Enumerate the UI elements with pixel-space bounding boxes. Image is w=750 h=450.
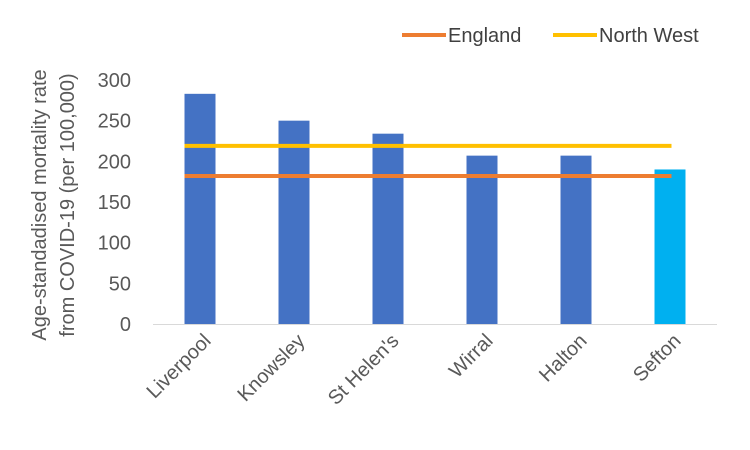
legend-label: North West — [599, 25, 699, 47]
bar-halton — [560, 155, 592, 324]
y-axis-label-line: Age-standadised mortality rate — [29, 69, 51, 340]
y-tick-label: 300 — [98, 70, 131, 92]
x-tick-label: Halton — [535, 330, 591, 386]
y-tick-label: 250 — [98, 111, 131, 133]
y-tick-label: 200 — [98, 151, 131, 173]
x-axis-ticks: Liverpool Knowsley St Helen's Wirral Halton S… — [143, 330, 686, 410]
bar-sefton — [654, 169, 686, 324]
bar-knowsley — [278, 120, 310, 325]
x-tick-label: Wirral — [445, 330, 497, 382]
y-tick-label: 50 — [109, 273, 131, 295]
y-tick-label: 0 — [120, 314, 131, 336]
y-axis-label: Age-standadised mortality rate from COVID… — [29, 69, 79, 340]
x-tick-label: Sefton — [629, 330, 685, 386]
bar-wirral — [466, 155, 498, 324]
bars — [184, 93, 686, 325]
x-tick-label: Liverpool — [143, 330, 216, 403]
bar-liverpool — [184, 93, 216, 325]
y-tick-label: 150 — [98, 192, 131, 214]
legend: England North West — [402, 25, 699, 47]
y-axis-label-line: from COVID-19 (per 100,000) — [57, 73, 79, 336]
legend-item-north-west: North West — [553, 25, 699, 47]
bar-st-helen-s — [372, 133, 404, 324]
x-tick-label: Knowsley — [233, 330, 309, 406]
legend-item-england: England — [402, 25, 521, 47]
y-tick-label: 100 — [98, 233, 131, 255]
x-tick-label: St Helen's — [324, 330, 404, 410]
y-axis-ticks: 0 50 100 150 200 250 300 — [98, 70, 131, 336]
legend-label: England — [448, 25, 521, 47]
reference-lines — [184, 143, 672, 178]
